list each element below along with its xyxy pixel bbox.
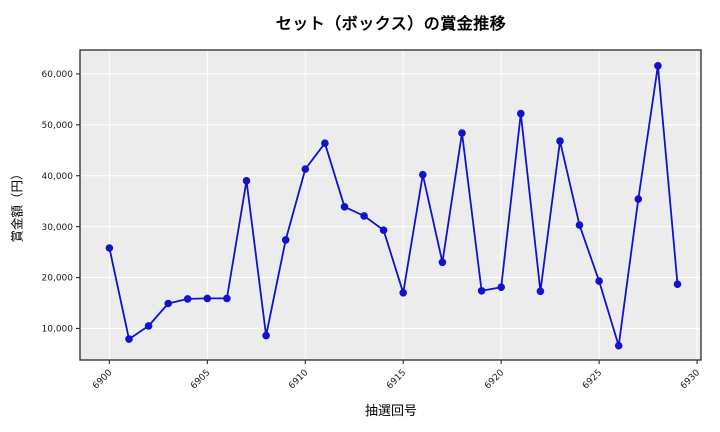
data-point xyxy=(614,341,623,350)
x-tick-label: 6900 xyxy=(91,368,114,391)
data-point xyxy=(379,226,388,234)
y-tick-label: 60,000 xyxy=(42,70,74,80)
x-tick-label: 6910 xyxy=(287,368,310,391)
x-tick-label: 6930 xyxy=(679,368,702,391)
data-point xyxy=(399,289,408,297)
data-point xyxy=(673,280,682,289)
y-tick-label: 50,000 xyxy=(42,121,74,131)
chart-title: セット（ボックス）の賞金推移 xyxy=(275,14,507,33)
data-point xyxy=(125,335,133,343)
data-point xyxy=(164,299,172,308)
data-point xyxy=(419,170,427,179)
data-point xyxy=(183,295,192,303)
y-tick-label: 10,000 xyxy=(42,325,74,335)
data-point xyxy=(497,283,506,292)
y-tick-label: 40,000 xyxy=(42,172,74,182)
data-point xyxy=(517,109,525,118)
plot-background xyxy=(80,50,701,360)
data-point xyxy=(458,129,466,137)
data-point xyxy=(203,294,212,303)
data-point xyxy=(556,137,564,145)
y-tick-label: 20,000 xyxy=(42,274,74,284)
data-point xyxy=(144,322,153,330)
data-point xyxy=(262,331,270,340)
x-tick-label: 6920 xyxy=(483,368,506,391)
x-tick-label: 6925 xyxy=(581,368,604,391)
data-point xyxy=(105,244,114,252)
data-point xyxy=(321,139,329,147)
data-point xyxy=(340,203,349,211)
x-tick-label: 6915 xyxy=(385,368,408,391)
data-point xyxy=(438,258,447,267)
data-point xyxy=(242,177,251,185)
plot-border xyxy=(79,49,702,361)
data-point xyxy=(575,221,584,229)
data-point xyxy=(301,165,310,173)
data-point xyxy=(360,212,368,220)
data-point xyxy=(536,287,545,296)
data-point xyxy=(654,62,662,70)
data-point xyxy=(281,236,290,244)
data-point xyxy=(477,287,486,295)
x-axis-label: 抽選回号 xyxy=(364,404,417,419)
y-tick-label: 30,000 xyxy=(42,223,74,233)
data-point xyxy=(223,294,231,303)
data-point xyxy=(634,195,643,203)
x-tick-label: 6905 xyxy=(189,368,212,391)
data-point xyxy=(595,277,603,285)
